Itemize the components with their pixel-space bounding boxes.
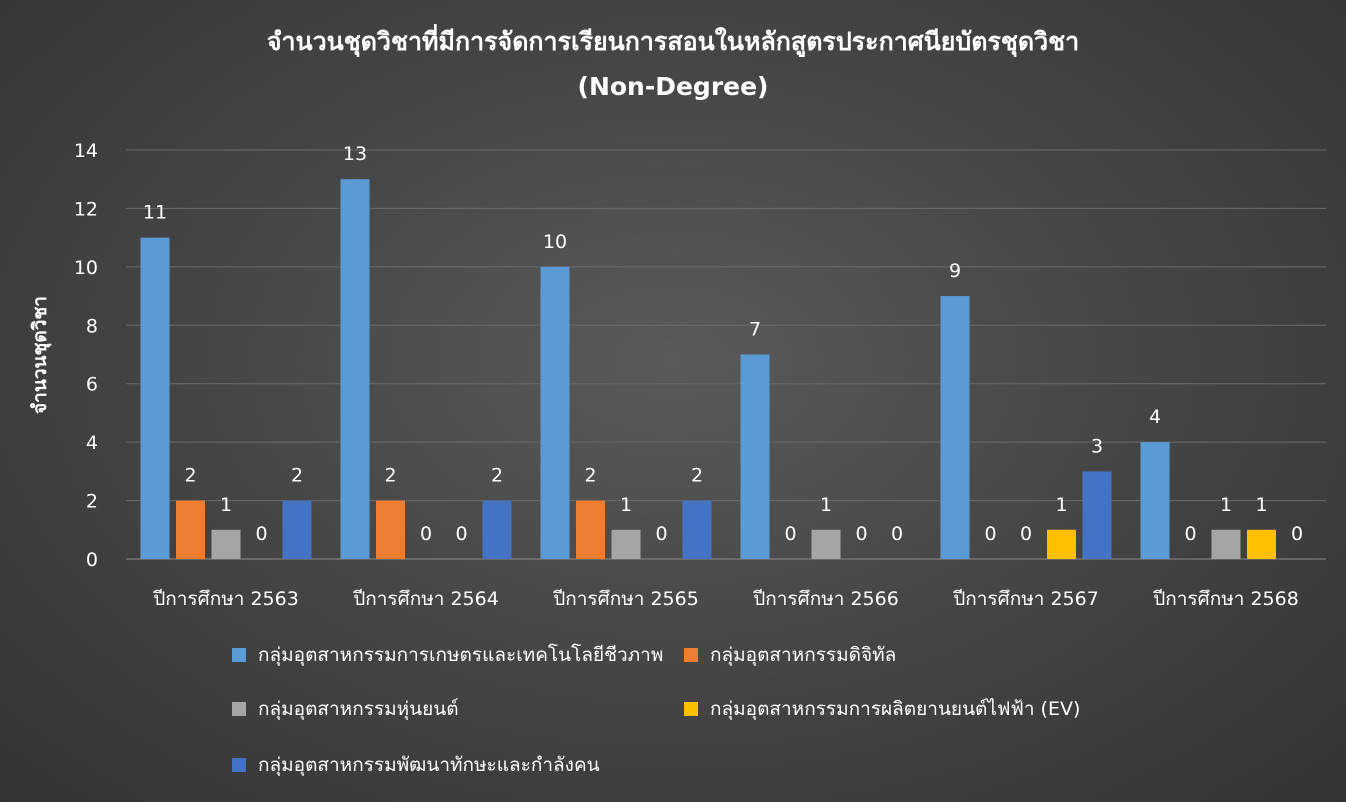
bar bbox=[611, 529, 641, 559]
bar bbox=[940, 296, 970, 559]
x-tick-label: ปีการศึกษา 2563 bbox=[152, 588, 298, 610]
bar bbox=[682, 500, 712, 559]
y-tick-label: 8 bbox=[86, 315, 98, 337]
y-tick-label: 2 bbox=[86, 491, 98, 513]
data-label: 1 bbox=[820, 494, 832, 516]
data-label: 3 bbox=[1091, 435, 1103, 457]
legend-swatch bbox=[684, 702, 698, 716]
data-label: 0 bbox=[255, 523, 267, 545]
legend-label: กลุ่มอุตสาหกรรมหุ่นยนต์ bbox=[258, 698, 459, 720]
bar bbox=[140, 237, 170, 559]
legend-item: กลุ่มอุตสาหกรรมดิจิทัล bbox=[684, 640, 896, 670]
x-tick-label: ปีการศึกษา 2568 bbox=[1152, 588, 1298, 610]
data-label: 0 bbox=[984, 523, 996, 545]
legend-item: กลุ่มอุตสาหกรรมการเกษตรและเทคโนโลยีชีวภา… bbox=[232, 640, 663, 670]
data-label: 1 bbox=[620, 494, 632, 516]
legend-item: กลุ่มอุตสาหกรรมหุ่นยนต์ bbox=[232, 694, 459, 724]
data-label: 1 bbox=[1055, 494, 1067, 516]
bar bbox=[740, 354, 770, 559]
y-tick-label: 10 bbox=[74, 257, 98, 279]
data-label: 0 bbox=[655, 523, 667, 545]
chart-title: จำนวนชุดวิชาที่มีการจัดการเรียนการสอนในห… bbox=[266, 27, 1080, 56]
data-label: 0 bbox=[855, 523, 867, 545]
x-tick-label: ปีการศึกษา 2565 bbox=[552, 588, 698, 610]
x-tick-label: ปีการศึกษา 2564 bbox=[352, 588, 498, 610]
data-label: 0 bbox=[1020, 523, 1032, 545]
legend-swatch bbox=[232, 758, 246, 772]
data-label: 2 bbox=[384, 465, 396, 487]
y-tick-label: 6 bbox=[86, 374, 98, 396]
data-label: 2 bbox=[291, 465, 303, 487]
data-label: 2 bbox=[184, 465, 196, 487]
legend-item: กลุ่มอุตสาหกรรมการผลิตยานยนต์ไฟฟ้า (EV) bbox=[684, 694, 1080, 724]
x-tick-label: ปีการศึกษา 2567 bbox=[952, 588, 1098, 610]
chart-subtitle: (Non-Degree) bbox=[577, 72, 769, 101]
bar bbox=[211, 529, 241, 559]
bar bbox=[811, 529, 841, 559]
data-label: 11 bbox=[143, 202, 167, 224]
y-tick-label: 14 bbox=[74, 140, 98, 162]
data-label: 0 bbox=[420, 523, 432, 545]
data-label: 1 bbox=[220, 494, 232, 516]
data-label: 0 bbox=[891, 523, 903, 545]
data-label: 4 bbox=[1149, 406, 1161, 428]
legend-label: กลุ่มอุตสาหกรรมดิจิทัล bbox=[710, 644, 897, 666]
data-label: 9 bbox=[949, 260, 961, 282]
bar bbox=[1082, 471, 1112, 559]
bar bbox=[282, 500, 312, 559]
y-tick-label: 12 bbox=[74, 198, 98, 220]
bar bbox=[340, 179, 370, 559]
legend-swatch bbox=[232, 648, 246, 662]
data-label: 0 bbox=[1291, 523, 1303, 545]
y-tick-label: 0 bbox=[86, 549, 98, 571]
data-label: 0 bbox=[1184, 523, 1196, 545]
legend-label: กลุ่มอุตสาหกรรมการผลิตยานยนต์ไฟฟ้า (EV) bbox=[710, 698, 1081, 720]
bar bbox=[1211, 529, 1241, 559]
y-tick-label: 4 bbox=[86, 432, 98, 454]
legend-label: กลุ่มอุตสาหกรรมพัฒนาทักษะและกำลังคน bbox=[258, 754, 600, 776]
bar bbox=[540, 266, 570, 559]
data-label: 10 bbox=[543, 231, 567, 253]
legend-swatch bbox=[232, 702, 246, 716]
bar bbox=[482, 500, 512, 559]
data-label: 0 bbox=[455, 523, 467, 545]
bar bbox=[576, 500, 605, 559]
data-label: 7 bbox=[749, 319, 761, 341]
bar bbox=[1140, 442, 1170, 559]
legend-item: กลุ่มอุตสาหกรรมพัฒนาทักษะและกำลังคน bbox=[232, 750, 600, 780]
data-label: 1 bbox=[1255, 494, 1267, 516]
data-label: 1 bbox=[1220, 494, 1232, 516]
data-label: 0 bbox=[784, 523, 796, 545]
data-label: 2 bbox=[691, 465, 703, 487]
data-label: 2 bbox=[584, 465, 596, 487]
legend-swatch bbox=[684, 648, 698, 662]
bar bbox=[1047, 529, 1076, 559]
data-label: 2 bbox=[491, 465, 503, 487]
bar bbox=[1247, 529, 1276, 559]
data-label: 13 bbox=[343, 143, 367, 165]
bar bbox=[176, 500, 205, 559]
x-tick-label: ปีการศึกษา 2566 bbox=[752, 588, 898, 610]
bar bbox=[376, 500, 405, 559]
legend-label: กลุ่มอุตสาหกรรมการเกษตรและเทคโนโลยีชีวภา… bbox=[258, 644, 664, 666]
